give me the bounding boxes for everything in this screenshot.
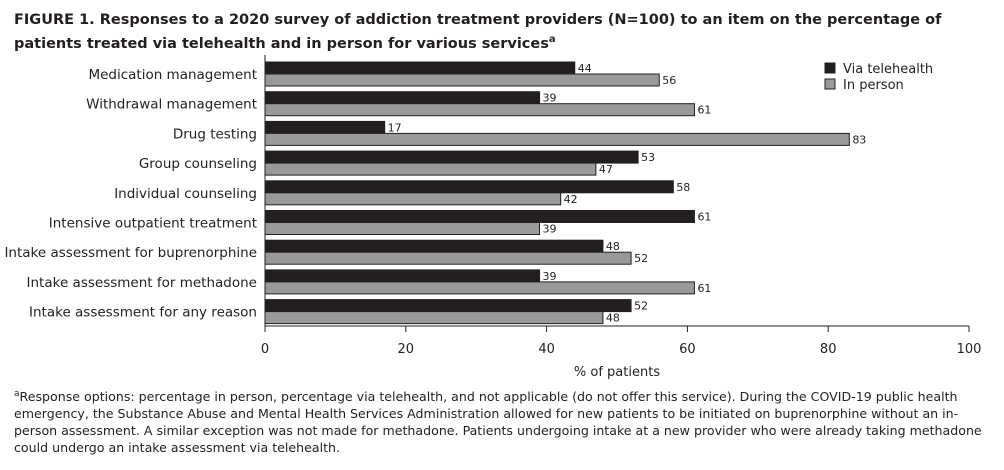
data-label: 83 xyxy=(852,133,866,146)
legend-swatch xyxy=(824,78,836,90)
data-label: 61 xyxy=(697,211,711,224)
bar-telehealth xyxy=(264,299,632,313)
x-tick-label: 60 xyxy=(679,342,696,357)
bar-in-person xyxy=(264,73,660,87)
bar-telehealth xyxy=(264,180,674,194)
bar-in-person xyxy=(264,222,541,235)
category-label: Intake assessment for any reason xyxy=(29,305,257,321)
data-label: 42 xyxy=(564,193,578,206)
data-label: 44 xyxy=(578,62,592,75)
bar-in-person xyxy=(264,162,597,176)
bar-telehealth xyxy=(264,91,541,105)
footnote: aResponse options: percentage in person,… xyxy=(14,386,994,456)
data-label: 56 xyxy=(662,74,676,87)
category-label: Medication management xyxy=(88,67,257,83)
legend-label: In person xyxy=(843,78,904,93)
data-label: 39 xyxy=(543,223,557,236)
data-label: 47 xyxy=(599,163,613,176)
data-label: 52 xyxy=(634,300,648,313)
bar-telehealth xyxy=(264,239,604,253)
bar-chart: 0 20 40 60 80 100 % of patients Medication mana… xyxy=(4,55,982,380)
x-tick-label: 40 xyxy=(538,342,555,357)
data-label: 48 xyxy=(606,312,620,325)
data-label: 52 xyxy=(634,252,648,265)
bar-in-person xyxy=(264,281,695,295)
data-label: 17 xyxy=(388,121,402,134)
footnote-marker: a xyxy=(14,389,20,399)
bar-in-person xyxy=(264,103,695,117)
category-label: Intake assessment for buprenorphine xyxy=(4,245,257,261)
x-axis-label: % of patients xyxy=(574,365,660,380)
data-label: 61 xyxy=(697,104,711,117)
bar-in-person xyxy=(264,251,632,265)
data-label: 39 xyxy=(543,270,557,283)
legend-label: Via telehealth xyxy=(843,62,933,77)
data-label: 53 xyxy=(641,151,655,164)
bar-telehealth xyxy=(264,120,386,134)
x-tick-label: 0 xyxy=(261,342,269,357)
data-label: 61 xyxy=(697,282,711,295)
category-label: Drug testing xyxy=(173,126,257,142)
bar-in-person xyxy=(264,192,562,206)
category-label: Withdrawal management xyxy=(86,97,257,113)
title-text: FIGURE 1. Responses to a 2020 survey of … xyxy=(14,12,942,52)
bar-in-person xyxy=(264,311,604,325)
category-label: Intake assessment for methadone xyxy=(27,275,257,291)
category-label: Individual counseling xyxy=(114,186,257,202)
x-tick-label: 20 xyxy=(398,342,415,357)
bar-telehealth xyxy=(264,150,639,164)
x-tick-label: 100 xyxy=(957,342,982,357)
data-label: 48 xyxy=(606,240,620,253)
figure-title: FIGURE 1. Responses to a 2020 survey of … xyxy=(14,11,994,54)
bar-telehealth xyxy=(264,61,576,75)
category-label: Intensive outpatient treatment xyxy=(49,216,257,232)
bar-in-person xyxy=(264,132,850,146)
title-footnote-marker: a xyxy=(548,34,556,45)
data-label: 58 xyxy=(676,181,690,194)
category-label: Group counseling xyxy=(139,156,257,172)
legend-swatch xyxy=(824,62,836,74)
data-label: 39 xyxy=(543,92,557,105)
x-tick-label: 80 xyxy=(820,342,837,357)
bar-telehealth xyxy=(264,210,695,223)
footnote-text: Response options: percentage in person, … xyxy=(14,389,982,456)
bar-telehealth xyxy=(264,269,541,283)
